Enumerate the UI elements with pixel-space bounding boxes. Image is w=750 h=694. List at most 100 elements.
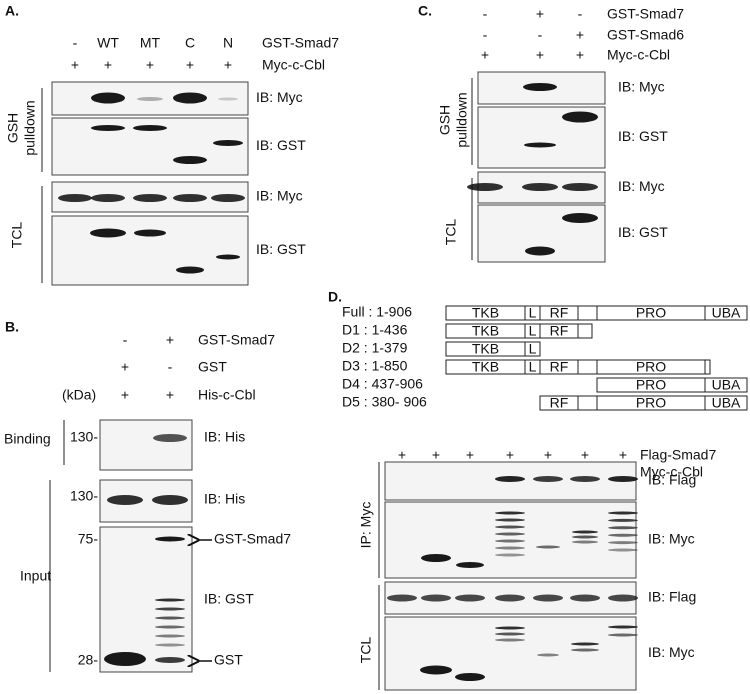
band bbox=[562, 213, 598, 223]
band bbox=[133, 194, 167, 202]
band bbox=[134, 229, 166, 237]
band bbox=[570, 594, 600, 602]
domain-label: RF bbox=[550, 305, 569, 321]
band bbox=[495, 638, 525, 642]
lane-label: + bbox=[576, 27, 584, 43]
band bbox=[176, 266, 204, 274]
lane-label: + bbox=[398, 447, 406, 463]
band bbox=[608, 476, 638, 482]
band bbox=[152, 495, 188, 505]
band bbox=[387, 594, 417, 602]
domain-box bbox=[539, 323, 579, 339]
lane-label: C bbox=[185, 35, 195, 51]
construct-label: D5 : 380- 906 bbox=[342, 394, 427, 410]
mw-marker: 28- bbox=[78, 652, 99, 668]
lane-label: + bbox=[466, 447, 474, 463]
band bbox=[495, 518, 525, 522]
band bbox=[572, 540, 598, 544]
domain-label: L bbox=[529, 323, 537, 339]
band bbox=[562, 111, 598, 123]
lane-label: + bbox=[544, 447, 552, 463]
blot-label: IB: GST bbox=[618, 224, 668, 240]
lane-label: + bbox=[224, 57, 232, 73]
construct-label: D2 : 1-379 bbox=[342, 340, 408, 356]
unit-label: (kDa) bbox=[62, 387, 96, 403]
lane-label: WT bbox=[97, 35, 119, 51]
blot-label: IB: Myc bbox=[256, 188, 303, 204]
blot-label: IB: Myc bbox=[256, 89, 303, 105]
band bbox=[608, 511, 638, 515]
blot-label: IB: His bbox=[204, 491, 245, 507]
side-label: IP: Myc bbox=[358, 502, 374, 549]
domain-label: L bbox=[529, 359, 537, 375]
side-label: pulldown bbox=[454, 92, 470, 147]
lane-label: - bbox=[123, 332, 128, 348]
blot-label: IB: Flag bbox=[648, 589, 696, 605]
lane-label: + bbox=[146, 57, 154, 73]
band bbox=[155, 657, 185, 663]
mw-marker: 75- bbox=[78, 531, 99, 547]
blot bbox=[99, 419, 193, 471]
band bbox=[155, 643, 185, 647]
band bbox=[155, 634, 185, 638]
band bbox=[137, 97, 163, 101]
side-label: GSH bbox=[5, 113, 21, 143]
band bbox=[107, 495, 143, 505]
band bbox=[608, 541, 638, 545]
construct-label: D3 : 1-850 bbox=[342, 358, 408, 374]
panel-label: D. bbox=[328, 289, 342, 305]
lane-label: + bbox=[166, 387, 174, 403]
band bbox=[523, 83, 557, 91]
lane-label: - bbox=[578, 6, 583, 22]
band bbox=[608, 533, 638, 537]
blot-label: IB: GST bbox=[256, 241, 306, 257]
band bbox=[455, 673, 485, 681]
band bbox=[456, 562, 484, 568]
lane-label: + bbox=[432, 447, 440, 463]
band bbox=[216, 254, 240, 260]
band bbox=[495, 626, 525, 630]
band bbox=[571, 648, 599, 652]
blot-label: IB: Flag bbox=[648, 472, 696, 488]
band bbox=[495, 594, 525, 602]
blot-label: IB: GST bbox=[204, 591, 254, 607]
lane-label: + bbox=[506, 447, 514, 463]
band bbox=[90, 228, 126, 238]
panel-label: B. bbox=[5, 319, 19, 335]
side-label: TCL bbox=[358, 637, 374, 664]
domain-box bbox=[704, 395, 748, 411]
domain-box bbox=[704, 305, 748, 321]
band bbox=[608, 526, 638, 530]
domain-box bbox=[596, 359, 706, 375]
domain-label: TKB bbox=[472, 341, 499, 357]
band bbox=[495, 532, 525, 536]
band bbox=[495, 553, 525, 557]
domain-box bbox=[539, 395, 579, 411]
band bbox=[155, 607, 185, 611]
treatment-label: GST-Smad7 bbox=[262, 35, 339, 51]
band bbox=[153, 434, 187, 442]
band bbox=[522, 183, 558, 191]
band bbox=[173, 194, 207, 202]
blot-label: IB: GST bbox=[256, 137, 306, 153]
band bbox=[537, 653, 559, 657]
mw-marker: 130- bbox=[70, 488, 98, 504]
domain-label: UBA bbox=[712, 305, 741, 321]
domain-label: UBA bbox=[712, 395, 741, 411]
treatment-label: Myc-c-Cbl bbox=[262, 57, 325, 73]
band bbox=[173, 92, 207, 104]
band bbox=[571, 642, 599, 646]
band bbox=[572, 535, 598, 539]
group-label: Binding bbox=[4, 431, 51, 447]
band bbox=[467, 183, 503, 191]
domain-box bbox=[524, 341, 541, 357]
lane-label: + bbox=[166, 332, 174, 348]
band bbox=[562, 183, 598, 191]
treatment-label: Flag-Smad7 bbox=[640, 447, 716, 463]
domain-box bbox=[704, 377, 748, 393]
treatment-label: Myc-c-Cbl bbox=[640, 464, 703, 480]
band bbox=[155, 536, 185, 542]
panel-label: C. bbox=[418, 3, 432, 19]
blot-label: IB: Myc bbox=[648, 531, 695, 547]
domain-label: PRO bbox=[636, 377, 666, 393]
